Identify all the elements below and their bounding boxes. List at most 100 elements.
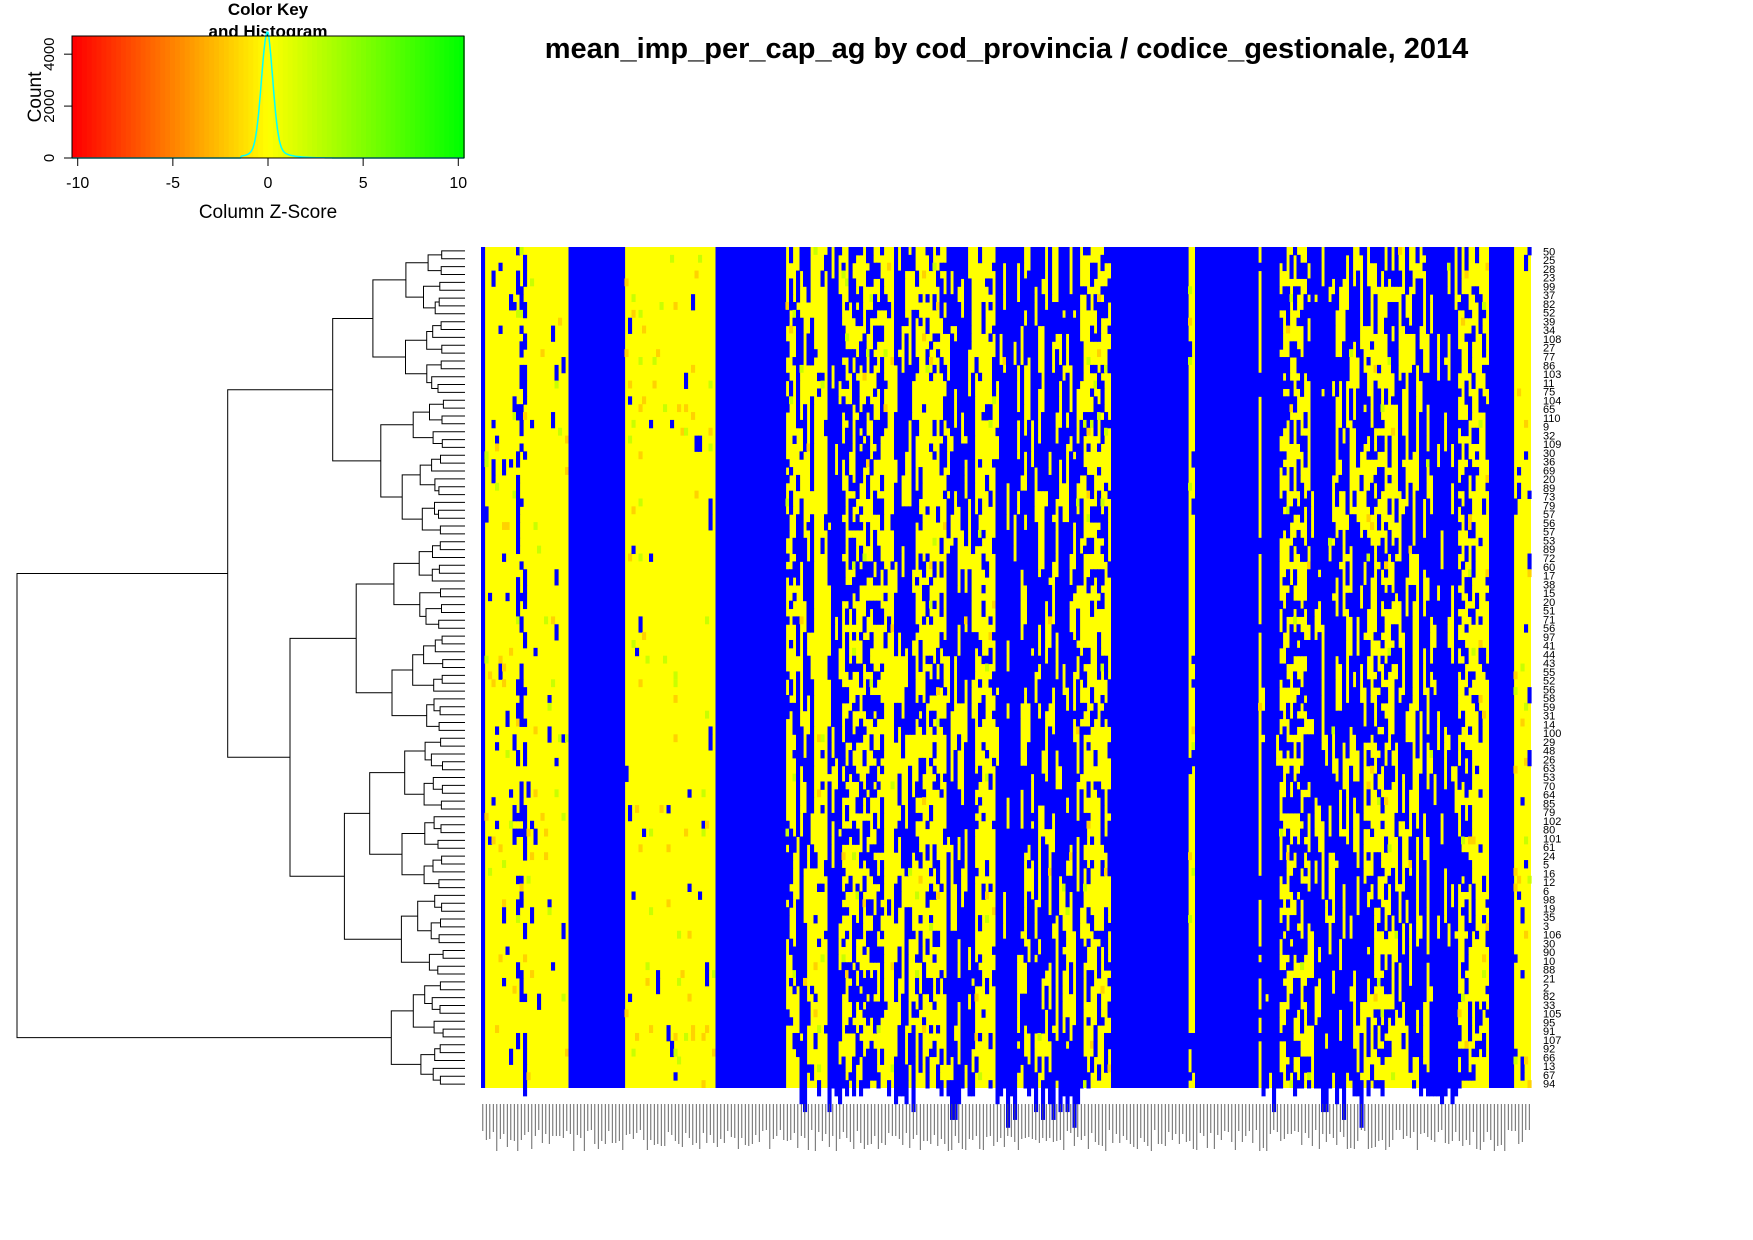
heatmap-cell [873, 985, 878, 995]
heatmap-cell [841, 977, 846, 995]
heatmap-cell [985, 655, 990, 665]
heatmap-cell [1377, 734, 1382, 743]
heatmap-cell [516, 514, 521, 523]
heatmap-cell [1464, 514, 1469, 523]
heatmap-cell [1048, 435, 1053, 452]
heatmap-cell [1342, 954, 1347, 1003]
heatmap-cell [1317, 490, 1322, 500]
row-label: 36 [1543, 457, 1555, 469]
heatmap-cell [1457, 993, 1462, 1003]
heatmap-cell [960, 985, 965, 1003]
heatmap-cell [1027, 577, 1032, 617]
heatmap-cell [1422, 695, 1427, 743]
heatmap-cell [873, 671, 878, 680]
heatmap-cell [1188, 1032, 1193, 1050]
heatmap-cell [845, 1080, 850, 1097]
heatmap-cell [1097, 1064, 1102, 1081]
heatmap-cell [834, 474, 839, 492]
heatmap-cell [974, 1032, 979, 1041]
heatmap-cell [1377, 443, 1382, 452]
heatmap-cell [1447, 765, 1452, 806]
heatmap-cell [785, 317, 790, 327]
heatmap-cell [1275, 349, 1280, 358]
heatmap-cell [866, 639, 871, 649]
heatmap-cell [960, 954, 965, 971]
heatmap-cell [904, 687, 909, 727]
heatmap-cell [880, 702, 885, 720]
heatmap-cell [929, 883, 934, 900]
heatmap-cell [1272, 349, 1277, 366]
heatmap-cell [852, 537, 857, 547]
heatmap-cell [932, 930, 937, 948]
heatmap-cell [918, 467, 923, 484]
heatmap-cell [918, 553, 923, 570]
heatmap-cell [1293, 930, 1298, 948]
heatmap-cell [785, 710, 790, 720]
heatmap-cell [523, 742, 528, 759]
heatmap-cell [859, 907, 864, 924]
heatmap-cell [1030, 286, 1035, 295]
heatmap-cell [964, 443, 969, 452]
heatmap-cell [1030, 372, 1035, 421]
heatmap-cell [1289, 506, 1294, 523]
heatmap-cell [1034, 734, 1039, 782]
heatmap-cell [1006, 349, 1011, 382]
heatmap-cell [1331, 773, 1336, 798]
heatmap-cell [810, 317, 815, 366]
heatmap-cell [1104, 254, 1109, 264]
heatmap-cell [918, 915, 923, 924]
heatmap-cell [1419, 852, 1424, 861]
heatmap-cell [1293, 577, 1298, 586]
heatmap-cell [932, 1001, 937, 1010]
heatmap-cell [1265, 317, 1270, 334]
heatmap-cell [855, 797, 860, 814]
heatmap-cell [859, 805, 864, 814]
heatmap-cell [1443, 632, 1448, 657]
heatmap-cell [901, 639, 906, 657]
heatmap-cell [1275, 1048, 1280, 1089]
heatmap-cell [1464, 687, 1469, 696]
heatmap-cell [1464, 443, 1469, 460]
heatmap-cell [1300, 828, 1305, 837]
heatmap-cell [918, 1032, 923, 1050]
heatmap-cell [803, 278, 808, 287]
heatmap-cell [523, 1064, 528, 1081]
heatmap-cell [1457, 247, 1462, 264]
row-label: 106 [1543, 930, 1561, 942]
heatmap-cell [1391, 427, 1396, 436]
heatmap-cell [981, 695, 986, 712]
heatmap-cell [981, 883, 986, 900]
heatmap-cell [1205, 247, 1210, 1088]
heatmap-cell [904, 333, 909, 382]
heatmap-cell [1307, 977, 1312, 995]
heatmap-cell [985, 773, 990, 782]
heatmap-cell [1016, 349, 1021, 366]
heatmap-cell [708, 427, 713, 436]
heatmap-cell [1034, 600, 1039, 649]
heatmap-cell [1370, 522, 1375, 530]
heatmap-cell [792, 836, 797, 853]
color-key-swatch [317, 36, 323, 158]
heatmap-cell [1433, 270, 1438, 303]
heatmap-cell [708, 734, 713, 751]
heatmap-cell [1314, 1040, 1319, 1058]
heatmap-cell [785, 695, 790, 712]
heatmap-cell [491, 459, 496, 476]
heatmap-cell [1013, 1001, 1018, 1018]
heatmap-cell [1433, 938, 1438, 971]
heatmap-cell [827, 812, 832, 837]
heatmap-cell [1090, 364, 1095, 374]
heatmap-cell [544, 852, 549, 861]
heatmap-cell [1457, 616, 1462, 625]
heatmap-cell [1062, 616, 1067, 633]
heatmap-cell [943, 396, 948, 405]
heatmap-cell [911, 592, 916, 602]
heatmap-cell [866, 309, 871, 319]
heatmap-cell [995, 247, 1000, 264]
heatmap-cell [803, 1072, 808, 1113]
heatmap-cell [852, 1025, 857, 1034]
heatmap-cell [918, 718, 923, 727]
heatmap-cell [1331, 954, 1336, 971]
heatmap-cell [1090, 474, 1095, 492]
heatmap-cell [523, 820, 528, 837]
